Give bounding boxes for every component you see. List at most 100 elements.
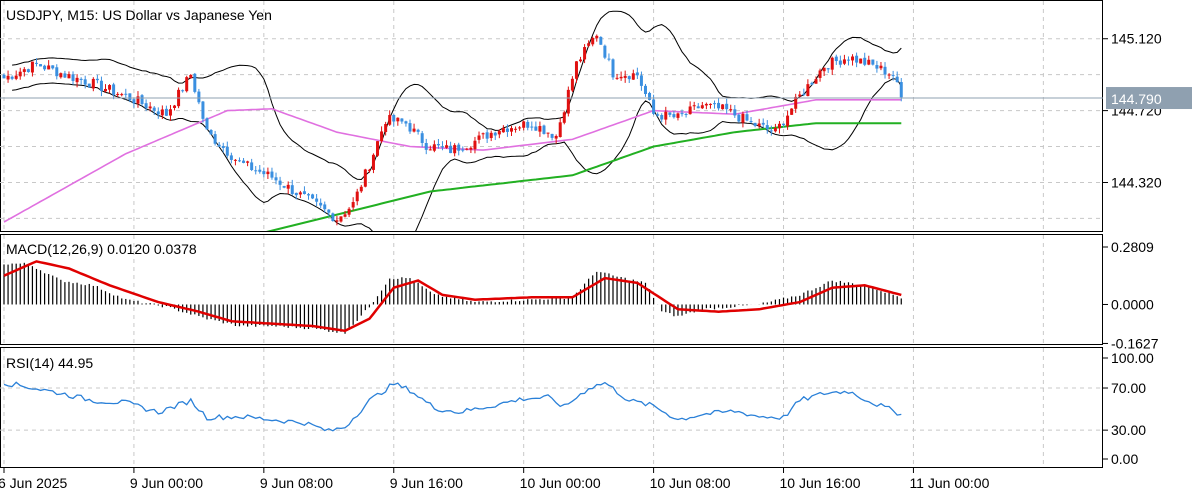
bull-candle — [477, 135, 481, 140]
bear-candle — [282, 185, 286, 188]
rsi-line — [3, 381, 902, 432]
bear-candle — [278, 180, 282, 185]
rsi-panel[interactable] — [0, 347, 1103, 468]
bull-candle — [777, 123, 781, 129]
bull-candle — [116, 93, 120, 95]
bull-candle — [794, 96, 798, 109]
bear-candle — [749, 121, 753, 123]
bull-candle — [806, 84, 810, 96]
bear-candle — [802, 93, 806, 95]
bull-candle — [160, 109, 164, 116]
bull-candle — [579, 59, 583, 62]
bull-candle — [481, 133, 485, 135]
bear-candle — [652, 99, 656, 114]
bull-candle — [798, 94, 802, 97]
bear-candle — [302, 191, 306, 194]
bear-candle — [71, 74, 75, 81]
macd-tick-label: -0.1627 — [1111, 335, 1159, 351]
bull-candle — [664, 111, 668, 120]
bull-candle — [335, 220, 339, 222]
bull-candle — [631, 73, 635, 80]
time-tick-label: 9 Jun 16:00 — [390, 475, 463, 491]
bull-candle — [546, 132, 550, 134]
bull-candle — [343, 214, 347, 217]
bear-candle — [672, 114, 676, 118]
bear-candle — [128, 93, 132, 101]
bear-candle — [144, 103, 148, 109]
macd-tick-label: 0.0000 — [1111, 296, 1154, 312]
time-tick-label: 9 Jun 08:00 — [260, 475, 333, 491]
chart-title: USDJPY, M15: US Dollar vs Japanese Yen — [6, 7, 272, 23]
bull-candle — [814, 79, 818, 84]
bear-candle — [221, 146, 225, 148]
bear-candle — [696, 106, 700, 109]
bear-candle — [34, 62, 38, 64]
bear-candle — [883, 66, 887, 75]
time-tick-label: 6 Jun 2025 — [0, 475, 67, 491]
bull-candle — [18, 71, 22, 77]
bear-candle — [745, 114, 749, 121]
bear-candle — [810, 82, 814, 85]
bull-candle — [347, 208, 351, 215]
rsi-tick-label: 30.00 — [1111, 422, 1146, 438]
bear-candle — [891, 74, 895, 76]
bull-candle — [351, 202, 355, 208]
bull-candle — [741, 113, 745, 123]
bear-candle — [493, 132, 497, 136]
bull-candle — [469, 147, 473, 150]
bull-candle — [830, 57, 834, 70]
bull-candle — [14, 75, 18, 79]
macd-label: MACD(12,26,9) 0.0120 0.0378 — [6, 241, 197, 257]
moving-average-pink — [3, 99, 902, 223]
price-series — [0, 10, 1103, 231]
bull-candle — [286, 184, 290, 189]
bear-candle — [250, 162, 254, 170]
bear-candle — [229, 155, 233, 160]
bull-candle — [298, 192, 302, 195]
rsi-tick-label: 70.00 — [1111, 380, 1146, 396]
macd-plot — [3, 260, 902, 334]
bear-candle — [124, 93, 128, 95]
bull-candle — [554, 136, 558, 139]
bear-candle — [55, 67, 59, 77]
bull-candle — [842, 59, 846, 64]
bear-candle — [899, 82, 903, 98]
bear-candle — [242, 160, 246, 163]
bear-candle — [112, 84, 116, 95]
bear-candle — [656, 114, 660, 116]
bear-candle — [648, 92, 652, 100]
moving-average-green — [266, 122, 902, 231]
bear-candle — [875, 65, 879, 69]
bull-candle — [700, 105, 704, 109]
bear-candle — [855, 55, 859, 63]
bull-candle — [380, 131, 384, 142]
bull-candle — [67, 74, 71, 79]
macd-panel[interactable] — [0, 234, 1103, 345]
bull-candle — [266, 171, 270, 175]
bear-candle — [400, 118, 404, 122]
bear-candle — [725, 103, 729, 110]
bear-candle — [668, 112, 672, 115]
bear-candle — [505, 128, 509, 132]
bull-candle — [465, 148, 469, 150]
bull-candle — [75, 77, 79, 83]
bull-candle — [233, 159, 237, 161]
bear-candle — [201, 101, 205, 119]
bull-candle — [708, 103, 712, 105]
bull-candle — [510, 128, 513, 132]
bull-candle — [189, 74, 193, 79]
bull-candle — [615, 77, 619, 79]
bull-candle — [6, 75, 10, 80]
bear-candle — [10, 76, 14, 79]
bear-candle — [440, 146, 444, 148]
bear-candle — [327, 209, 331, 213]
bull-candle — [136, 96, 140, 104]
bull-candle — [473, 140, 477, 150]
bear-candle — [680, 113, 684, 115]
bear-candle — [225, 146, 229, 156]
bull-candle — [91, 78, 95, 89]
macd-signal-line — [3, 260, 902, 333]
bull-candle — [30, 61, 34, 73]
price-panel[interactable] — [0, 0, 1103, 232]
